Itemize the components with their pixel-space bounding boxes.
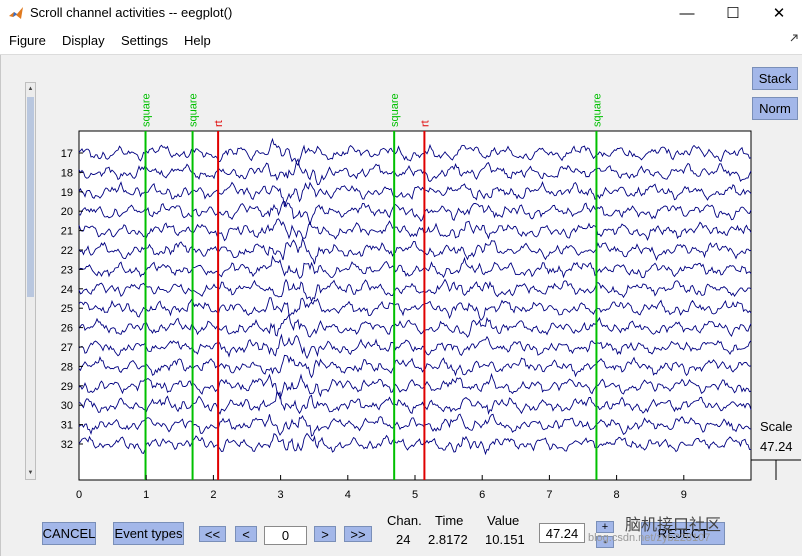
- channel-label-17: 17: [61, 148, 73, 160]
- title-bar: Scroll channel activities -- eegplot() —…: [0, 0, 802, 26]
- scroll-thumb[interactable]: [27, 97, 34, 297]
- norm-button[interactable]: Norm: [752, 97, 798, 120]
- scale-minus-button[interactable]: -: [596, 536, 614, 548]
- eeg-trace-23: [78, 254, 752, 279]
- x-tick-label-2: 2: [210, 489, 216, 501]
- eeg-trace-20: [78, 200, 752, 226]
- x-tick-label-7: 7: [546, 489, 552, 501]
- event-label-1: square: [188, 93, 200, 127]
- value-label: Value: [487, 513, 520, 528]
- channel-label-28: 28: [61, 361, 73, 373]
- eeg-trace-26: [78, 313, 752, 338]
- channel-label-20: 20: [61, 206, 73, 218]
- menu-help[interactable]: Help: [184, 33, 211, 48]
- event-types-button[interactable]: Event types: [113, 522, 184, 545]
- x-tick-label-8: 8: [614, 489, 620, 501]
- eeg-trace-32: [78, 432, 751, 456]
- channel-label-24: 24: [61, 284, 73, 296]
- eeg-trace-21: [78, 218, 752, 242]
- cancel-button[interactable]: CANCEL: [42, 522, 96, 545]
- close-button[interactable]: ✕: [772, 5, 786, 22]
- x-tick-label-6: 6: [479, 489, 485, 501]
- time-value: 2.8172: [428, 532, 468, 547]
- eeg-trace-29: [78, 372, 752, 400]
- channel-label-25: 25: [61, 303, 73, 315]
- channel-label-19: 19: [61, 187, 73, 199]
- event-label-0: square: [141, 93, 153, 127]
- menu-figure[interactable]: Figure: [9, 33, 46, 48]
- scroll-down-arrow[interactable]: ▼: [27, 470, 34, 476]
- channel-label-31: 31: [61, 420, 73, 432]
- eeg-trace-30: [78, 389, 752, 415]
- eeg-trace-25: [78, 297, 752, 322]
- scale-plus-button[interactable]: +: [596, 521, 614, 533]
- prev-button[interactable]: <: [235, 526, 257, 542]
- x-tick-label-4: 4: [345, 489, 351, 501]
- channel-label-22: 22: [61, 245, 73, 257]
- channel-label-23: 23: [61, 264, 73, 276]
- event-label-3: square: [389, 93, 401, 127]
- scale-label: Scale: [760, 419, 793, 434]
- window-title: Scroll channel activities -- eegplot(): [30, 5, 233, 20]
- menu-display[interactable]: Display: [62, 33, 105, 48]
- maximize-button[interactable]: ☐: [726, 5, 740, 22]
- x-tick-label-0: 0: [76, 489, 82, 501]
- scroll-up-arrow[interactable]: ▲: [27, 86, 34, 92]
- x-tick-label-3: 3: [278, 489, 284, 501]
- x-tick-label-5: 5: [412, 489, 418, 501]
- eeg-trace-27: [78, 333, 752, 360]
- eeg-trace-22: [78, 237, 752, 265]
- menu-bar: Figure Display Settings Help: [0, 26, 802, 55]
- scale-input[interactable]: 47.24: [539, 523, 585, 543]
- stack-button[interactable]: Stack: [752, 67, 798, 90]
- next-button[interactable]: >: [314, 526, 336, 542]
- reject-button[interactable]: REJECT: [641, 522, 725, 545]
- value-value: 10.151: [485, 532, 525, 547]
- event-label-4: rt: [419, 120, 431, 127]
- scale-value: 47.24: [760, 439, 793, 454]
- event-label-2: rt: [213, 120, 225, 127]
- watermark-url: blog.csdn.net/zyb228107: [588, 532, 711, 544]
- prev-page-button[interactable]: <<: [199, 526, 226, 542]
- matlab-icon: [9, 7, 23, 19]
- x-tick-label-9: 9: [681, 489, 687, 501]
- channel-label-27: 27: [61, 342, 73, 354]
- chan-label: Chan.: [387, 513, 422, 528]
- eeg-trace-28: [78, 354, 752, 379]
- dock-arrow-icon[interactable]: [790, 34, 798, 42]
- channel-label-30: 30: [61, 400, 73, 412]
- eeg-trace-17: [78, 137, 752, 167]
- event-label-5: square: [591, 93, 603, 127]
- channel-scrollbar[interactable]: ▲ ▼: [25, 82, 36, 480]
- time-label: Time: [435, 513, 464, 528]
- minimize-button[interactable]: —: [679, 4, 695, 22]
- watermark-text: 脑机接口社区: [625, 517, 722, 534]
- eeg-trace-19: [78, 180, 752, 207]
- x-tick-label-1: 1: [143, 489, 149, 501]
- eeg-trace-31: [78, 413, 752, 437]
- eeg-trace-24: [78, 278, 752, 303]
- chan-value: 24: [396, 532, 411, 547]
- channel-label-21: 21: [61, 226, 73, 238]
- channel-label-29: 29: [61, 381, 73, 393]
- position-input[interactable]: 0: [264, 526, 307, 545]
- channel-label-32: 32: [61, 439, 73, 451]
- channel-label-18: 18: [61, 167, 73, 179]
- eeg-trace-18: [78, 158, 752, 186]
- channel-label-26: 26: [61, 323, 73, 335]
- menu-settings[interactable]: Settings: [121, 33, 168, 48]
- next-page-button[interactable]: >>: [344, 526, 372, 542]
